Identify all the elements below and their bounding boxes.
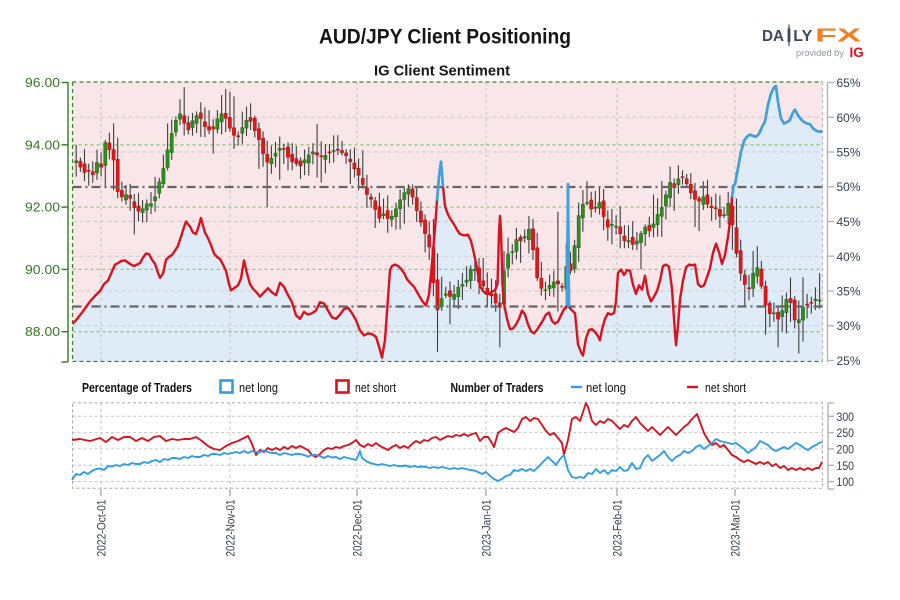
svg-text:40%: 40% [837,250,861,264]
svg-text:net short: net short [355,380,396,395]
svg-text:2023-Jan-01: 2023-Jan-01 [480,499,494,556]
svg-text:Percentage of Traders: Percentage of Traders [82,380,192,395]
svg-text:150: 150 [837,459,855,473]
svg-text:300: 300 [837,410,855,424]
svg-text:2022-Oct-01: 2022-Oct-01 [95,499,109,556]
svg-text:100: 100 [837,475,855,489]
svg-text:65%: 65% [837,76,861,90]
svg-text:Number of Traders: Number of Traders [451,380,544,395]
svg-text:55%: 55% [837,146,861,160]
svg-text:IG: IG [850,45,864,60]
svg-text:94.00: 94.00 [25,138,60,152]
svg-text:2022-Dec-01: 2022-Dec-01 [351,499,365,556]
svg-text:net long: net long [239,380,278,395]
svg-text:90.00: 90.00 [25,263,60,277]
svg-text:DA: DA [762,28,784,45]
svg-text:250: 250 [837,426,855,440]
svg-text:2022-Nov-01: 2022-Nov-01 [224,499,238,556]
svg-text:92.00: 92.00 [25,201,60,215]
svg-text:LY: LY [793,28,812,45]
svg-text:net short: net short [705,380,746,395]
svg-text:200: 200 [837,442,855,456]
svg-text:60%: 60% [837,111,861,125]
svg-text:96.00: 96.00 [25,76,60,90]
svg-text:net long: net long [586,380,626,395]
svg-text:FX: FX [815,25,862,46]
svg-text:30%: 30% [837,319,861,333]
svg-text:provided by: provided by [796,48,844,59]
svg-text:35%: 35% [837,285,861,299]
svg-text:AUD/JPY Client Positioning: AUD/JPY Client Positioning [319,26,571,49]
svg-text:45%: 45% [837,215,861,229]
svg-text:2023-Feb-01: 2023-Feb-01 [611,499,625,556]
svg-text:25%: 25% [837,354,861,368]
svg-text:50%: 50% [837,180,861,194]
svg-text:IG Client Sentiment: IG Client Sentiment [374,63,510,80]
svg-text:88.00: 88.00 [25,325,60,339]
svg-text:2023-Mar-01: 2023-Mar-01 [729,499,743,556]
